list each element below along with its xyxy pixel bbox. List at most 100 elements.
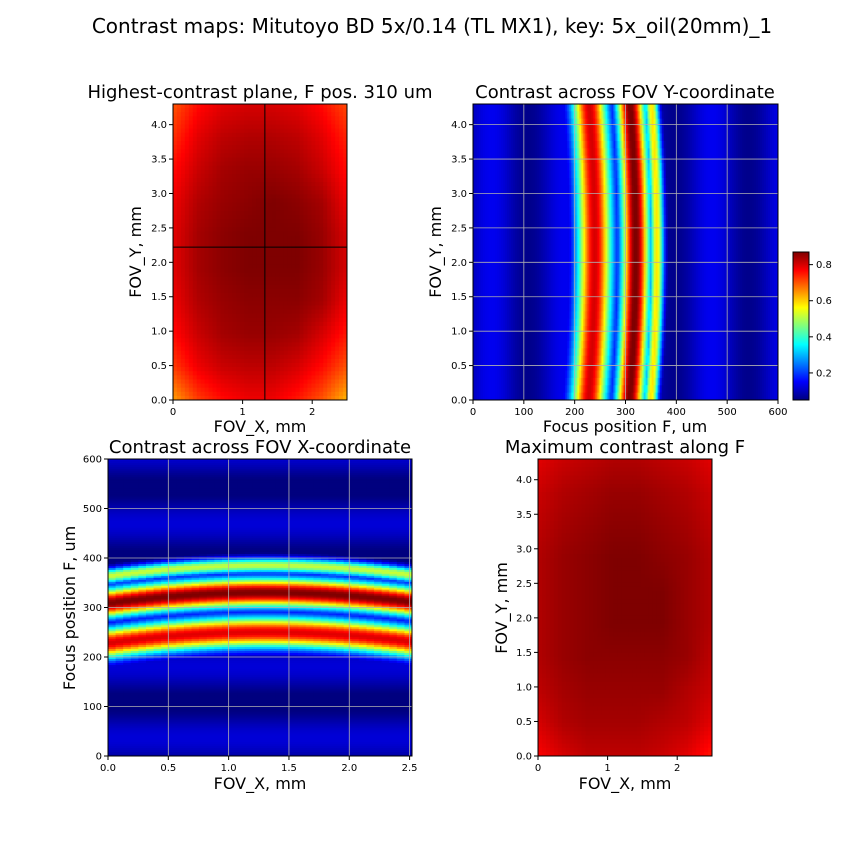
heatmap-cell: [623, 133, 627, 142]
heatmap-cell: [260, 321, 265, 327]
heatmap-cell: [208, 297, 214, 302]
heatmap-cell: [212, 256, 218, 261]
heatmap-cell: [283, 313, 289, 319]
heatmap-cell: [256, 215, 261, 220]
heatmap-cell: [767, 148, 771, 157]
heatmap-cell: [645, 133, 649, 142]
heatmap-cell: [228, 198, 233, 204]
heatmap-cell: [569, 133, 572, 142]
heatmap-cell: [252, 120, 257, 126]
heatmap-cell: [579, 111, 582, 120]
heatmap-cell: [693, 118, 697, 127]
heatmap-cell: [224, 321, 229, 327]
heatmap-cell: [655, 178, 659, 186]
heatmap-cell: [319, 289, 324, 294]
heatmap-cell: [244, 153, 249, 159]
heatmap-cell: [747, 155, 751, 164]
heatmap-cell: [343, 108, 347, 113]
heatmap-cell: [260, 379, 265, 385]
heatmap-cell: [240, 330, 245, 335]
heatmap-cell: [603, 178, 607, 186]
heatmap-cell: [192, 313, 198, 319]
heatmap-cell: [753, 111, 757, 120]
heatmap-cell: [311, 210, 316, 216]
heatmap-cell: [263, 321, 269, 327]
heatmap-cell: [613, 126, 617, 135]
heatmap-cell: [551, 104, 554, 112]
heatmap-cell: [689, 163, 693, 172]
heatmap-cell: [307, 223, 312, 228]
heatmap-cell: [771, 163, 775, 172]
heatmap-cell: [299, 182, 305, 187]
heatmap-cell: [283, 243, 289, 249]
heatmap-cell: [208, 358, 214, 364]
heatmap-cell: [593, 141, 596, 149]
heatmap-cell: [275, 354, 281, 360]
heatmap-cell: [256, 321, 261, 327]
heatmap-cell: [343, 317, 347, 323]
heatmap-cell: [244, 309, 249, 315]
heatmap-cell: [252, 210, 257, 216]
heatmap-cell: [507, 163, 510, 172]
heatmap-cell: [295, 338, 301, 344]
heatmap-cell: [553, 185, 556, 194]
heatmap-cell: [319, 305, 324, 311]
heatmap-cell: [188, 116, 194, 122]
heatmap-cell: [547, 141, 550, 149]
heatmap-cell: [240, 136, 245, 142]
heatmap-cell: [511, 133, 514, 142]
heatmap-cell: [180, 132, 186, 138]
heatmap-cell: [307, 210, 312, 216]
heatmap-cell: [323, 338, 328, 344]
heatmap-cell: [180, 210, 186, 216]
heatmap-cell: [615, 111, 619, 120]
heatmap-cell: [204, 395, 210, 400]
heatmap-cell: [220, 215, 225, 220]
heatmap-cell: [683, 178, 687, 186]
heatmap-cell: [224, 305, 229, 311]
heatmap-cell: [303, 223, 309, 228]
heatmap-cell: [701, 155, 705, 164]
heatmap-cell: [275, 358, 281, 364]
heatmap-cell: [545, 104, 548, 112]
heatmap-cell: [555, 163, 558, 172]
heatmap-cell: [339, 358, 344, 364]
heatmap-cell: [208, 326, 214, 331]
heatmap-cell: [271, 387, 277, 393]
heatmap-cell: [220, 153, 225, 159]
heatmap-cell: [613, 141, 617, 149]
heatmap-cell: [287, 239, 293, 245]
heatmap-cell: [339, 293, 344, 298]
heatmap-cell: [319, 157, 324, 163]
heatmap-cell: [220, 252, 225, 257]
heatmap-cell: [220, 202, 225, 208]
heatmap-cell: [545, 111, 548, 120]
heatmap-cell: [691, 133, 695, 142]
heatmap-cell: [651, 126, 655, 135]
heatmap-cell: [263, 346, 269, 352]
heatmap-cell: [232, 268, 237, 274]
heatmap-cell: [220, 383, 225, 389]
heatmap-cell: [319, 219, 324, 224]
heatmap-cell: [765, 118, 769, 127]
heatmap-cell: [543, 148, 546, 157]
heatmap-cell: [615, 163, 619, 172]
heatmap-cell: [525, 163, 528, 172]
heatmap-cell: [287, 235, 293, 241]
heatmap-cell: [184, 153, 190, 159]
heatmap-cell: [315, 284, 320, 290]
heatmap-cell: [303, 260, 309, 265]
heatmap-cell: [545, 126, 548, 135]
heatmap-cell: [477, 163, 480, 172]
heatmap-cell: [212, 108, 218, 113]
heatmap-cell: [303, 231, 309, 237]
heatmap-cell: [641, 185, 645, 194]
heatmap-cell: [487, 118, 490, 127]
heatmap-cell: [479, 170, 482, 179]
heatmap-cell: [603, 118, 607, 127]
heatmap-cell: [228, 178, 233, 183]
heatmap-cell: [271, 120, 277, 126]
heatmap-cell: [287, 194, 293, 200]
heatmap-cell: [679, 126, 683, 135]
heatmap-cell: [551, 170, 554, 179]
